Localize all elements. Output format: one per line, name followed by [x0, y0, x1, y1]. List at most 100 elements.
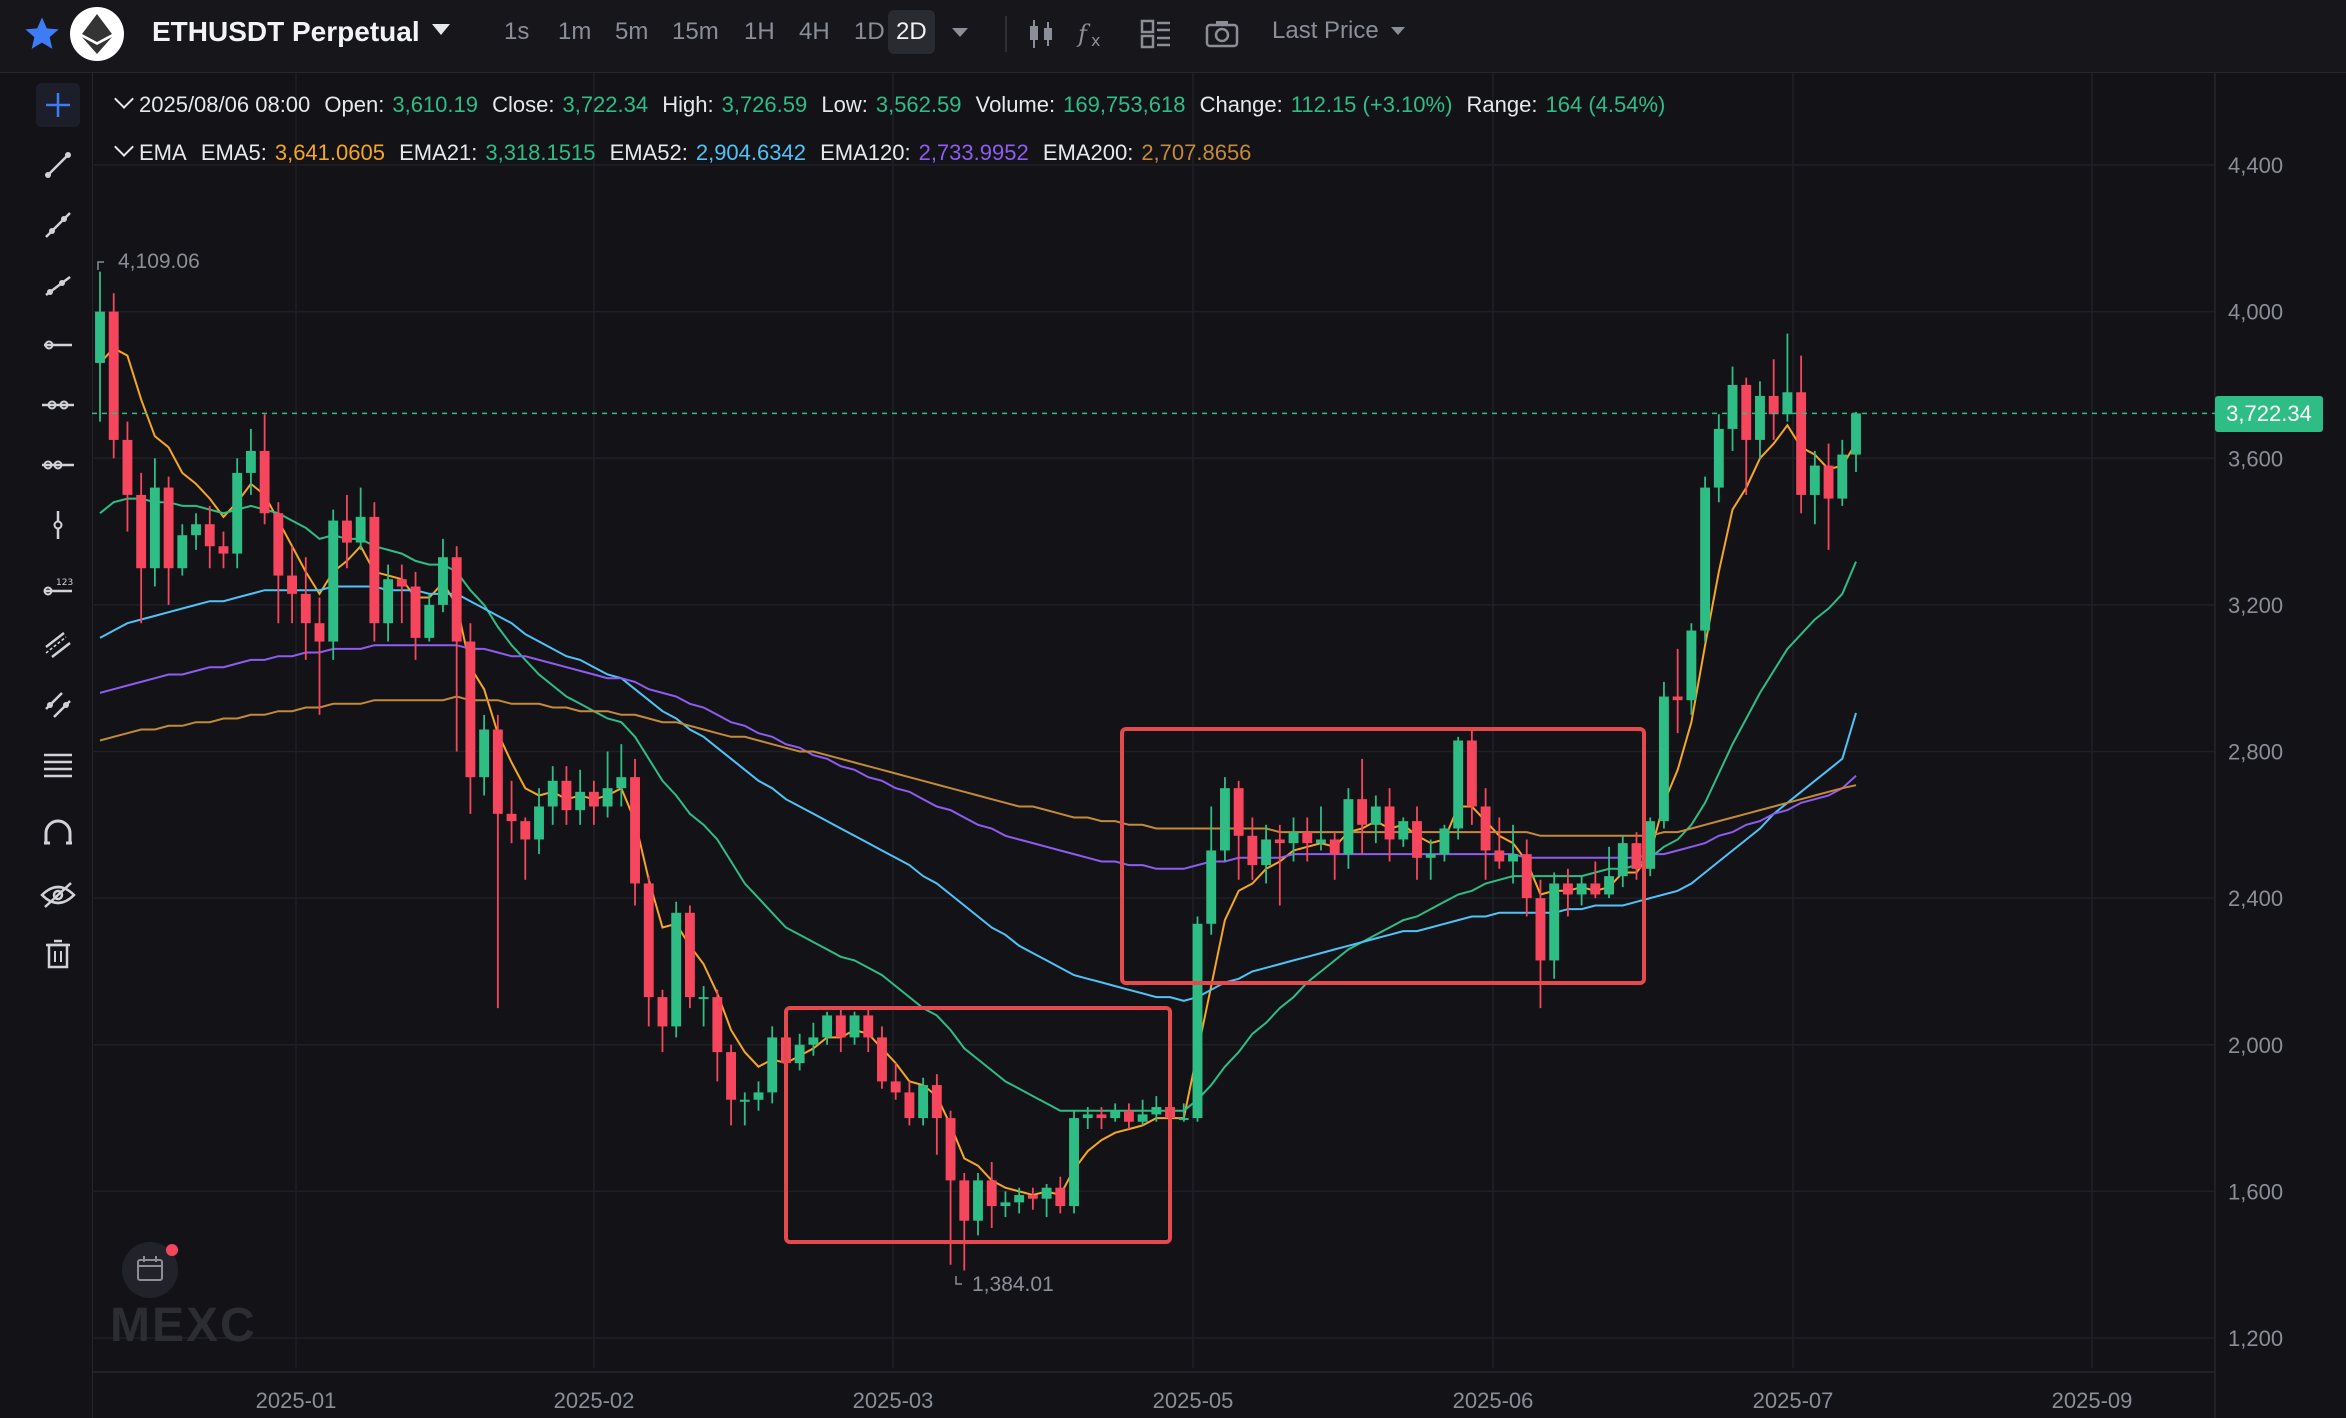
candle-body — [273, 513, 284, 576]
candle-body — [232, 472, 243, 554]
tab-timeframe-5m[interactable]: 5m — [615, 18, 649, 45]
candle-body — [1398, 821, 1409, 840]
candle-body — [1521, 854, 1532, 899]
candle-body — [1439, 828, 1450, 855]
legend-change-value: 112.15 (+3.10%) — [1290, 92, 1453, 117]
calendar-icon — [137, 1256, 163, 1281]
candle-body — [1123, 1110, 1134, 1122]
candle-body — [1219, 788, 1230, 851]
candle-body — [1425, 854, 1436, 858]
ema-legend-name[interactable]: EMA — [139, 140, 187, 165]
eth-logo-icon — [70, 7, 124, 61]
candle-body — [95, 311, 105, 363]
collapse-chevron-icon[interactable] — [114, 89, 134, 109]
chevron-down-icon[interactable] — [432, 24, 450, 35]
ema120-label: EMA120: — [820, 140, 911, 165]
candle-body — [1727, 384, 1738, 429]
parallel-channel-icon[interactable] — [36, 623, 80, 667]
candle-body — [328, 520, 339, 642]
candle-body — [259, 450, 270, 514]
legend-range-label: Range: — [1466, 92, 1538, 117]
chevron-down-icon[interactable] — [1391, 27, 1405, 35]
candle-body — [808, 1037, 819, 1045]
candle-body — [1837, 454, 1848, 499]
price-type-selector[interactable]: Last Price — [1272, 17, 1379, 44]
candle-body — [465, 641, 476, 778]
timeframe-dropdown-icon[interactable] — [952, 28, 968, 37]
candle-body — [1027, 1195, 1038, 1199]
candle-body — [684, 912, 695, 998]
legend-high-label: High: — [662, 92, 714, 117]
candle-body — [931, 1085, 942, 1119]
ema-line-ema120 — [99, 644, 1857, 870]
candle-body — [1261, 839, 1272, 866]
tab-timeframe-4h[interactable]: 4H — [799, 18, 830, 45]
candle-type-icon[interactable] — [1022, 14, 1062, 54]
candle-body — [1041, 1187, 1052, 1199]
candle-body — [726, 1052, 737, 1100]
trend-line-icon[interactable] — [36, 143, 80, 187]
tab-timeframe-1m[interactable]: 1m — [558, 18, 592, 45]
camera-icon[interactable] — [1202, 14, 1242, 54]
collapse-chevron-icon[interactable] — [114, 137, 134, 157]
horizontal-segment-icon[interactable] — [36, 443, 80, 487]
candle-body — [383, 579, 394, 624]
candle-body — [986, 1180, 997, 1207]
candle-body — [520, 821, 531, 840]
candle-body — [410, 586, 421, 638]
price-chart[interactable]: 1,200 1,600 2,000 2,400 2,800 3,200 3,600 4,000… — [92, 73, 2346, 1418]
horizontal-line-icon[interactable] — [36, 383, 80, 427]
tab-timeframe-2d[interactable]: 2D — [888, 10, 935, 54]
candle-body — [1796, 392, 1807, 495]
symbol-selector[interactable]: ETHUSDT Perpetual — [152, 16, 420, 47]
pitchfork-icon[interactable] — [36, 683, 80, 727]
ray-line-icon[interactable] — [36, 203, 80, 247]
legend-high-value: 3,726.59 — [721, 92, 808, 117]
candle-body — [1178, 1118, 1189, 1121]
legend-volume-label: Volume: — [975, 92, 1056, 117]
trash-icon[interactable] — [36, 933, 80, 977]
candle-body — [1192, 923, 1203, 1119]
crosshair-icon[interactable] — [36, 83, 80, 127]
candle-body — [122, 439, 133, 495]
candle-body — [561, 780, 572, 811]
candle-body — [1329, 839, 1340, 855]
tab-timeframe-1d[interactable]: 1D — [854, 18, 885, 45]
tab-timeframe-15m[interactable]: 15m — [672, 18, 719, 45]
candle-body — [1082, 1114, 1093, 1119]
extended-line-icon[interactable] — [36, 263, 80, 307]
svg-text:x: x — [1091, 31, 1100, 50]
candle-body — [204, 524, 215, 547]
favorite-star-icon[interactable] — [22, 14, 62, 54]
legend-open-label: Open: — [324, 92, 385, 117]
candle-body — [424, 604, 435, 638]
x-axis-tick-label: 2025-05 — [1153, 1388, 1234, 1413]
low-marker-arrow-icon — [955, 1276, 962, 1285]
layout-grid-icon[interactable] — [1136, 14, 1176, 54]
candle-body — [739, 1099, 750, 1102]
indicators-fx-icon[interactable]: f x — [1074, 14, 1114, 54]
fibonacci-icon[interactable] — [36, 743, 80, 787]
price-line-icon[interactable]: 123 — [36, 563, 80, 607]
candle-body — [890, 1081, 901, 1093]
candle-body — [287, 575, 298, 594]
magnet-icon[interactable] — [36, 813, 80, 857]
candle-body — [1233, 788, 1244, 836]
candle-body — [506, 813, 517, 822]
high-price-marker: 4,109.06 — [118, 250, 200, 273]
mexc-watermark: MEXC — [110, 1299, 257, 1352]
ema200-label: EMA200: — [1042, 140, 1134, 165]
candle-body — [177, 535, 188, 569]
current-price-tag: 3,722.34 — [2215, 396, 2323, 432]
tab-timeframe-1s[interactable]: 1s — [504, 18, 530, 45]
ema5-value: 3,641.0605 — [274, 140, 385, 165]
candle-body — [945, 1118, 956, 1181]
x-axis-tick-label: 2025-01 — [256, 1388, 337, 1413]
tab-timeframe-1h[interactable]: 1H — [744, 18, 775, 45]
candle-body — [451, 557, 462, 642]
horizontal-ray-icon[interactable] — [36, 323, 80, 367]
candle-body — [534, 806, 544, 840]
candle-body — [1590, 883, 1601, 895]
vertical-line-icon[interactable] — [36, 503, 80, 547]
hide-drawings-eye-icon[interactable] — [36, 873, 80, 917]
